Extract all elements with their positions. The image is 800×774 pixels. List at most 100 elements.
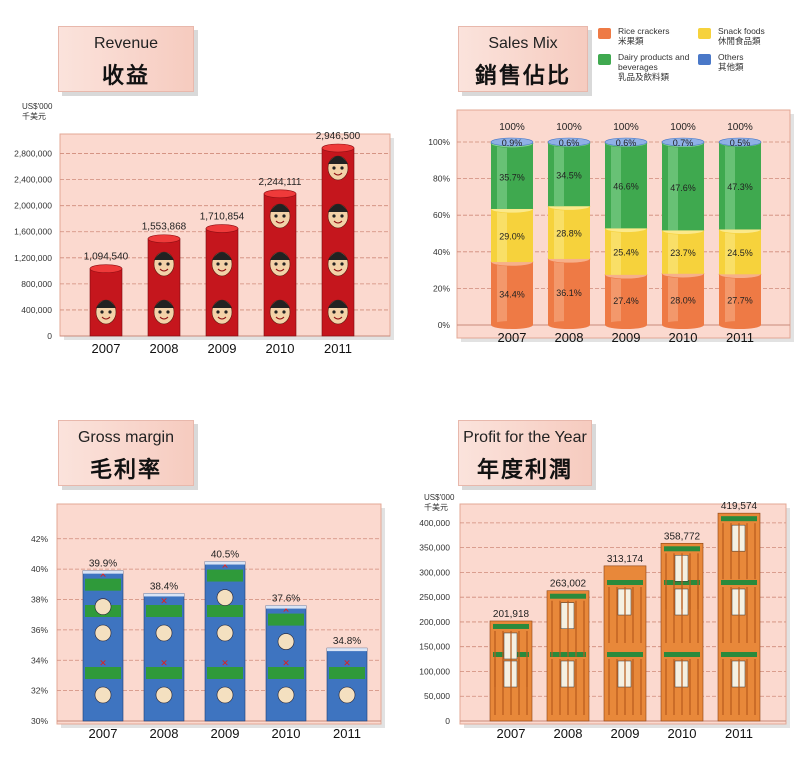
gross-margin-pack-label — [207, 667, 243, 679]
sales-mix-ytick-label: 0% — [438, 320, 451, 330]
profit-title-en: Profit for the Year — [463, 429, 587, 446]
sales-mix-total-label: 100% — [499, 122, 525, 133]
profit-xtick-label: 2011 — [725, 726, 753, 741]
revenue-jar-eye — [282, 262, 286, 266]
legend-label-rice-crackers-en: Rice crackers — [618, 26, 670, 36]
sales-mix-bar-bottom — [548, 321, 590, 329]
revenue-ytick-label: 800,000 — [21, 279, 52, 289]
gross-margin-title-zh: 毛利率 — [89, 457, 162, 482]
gross-margin-bar-top — [83, 570, 123, 574]
revenue-jar-eye — [224, 262, 228, 266]
revenue-jar-eye — [332, 166, 336, 170]
sales-mix-segment-highlight — [668, 230, 678, 274]
revenue-jar-eye — [340, 310, 344, 314]
revenue-ytick-label: 400,000 — [21, 305, 52, 315]
revenue-jar-eye — [166, 262, 170, 266]
revenue-value-label: 2,244,111 — [258, 177, 301, 188]
profit-bag-band — [607, 580, 643, 585]
gross-margin-pack-face — [216, 589, 234, 606]
sales-mix-segment-label: 0.7% — [673, 138, 694, 148]
gross-margin-pack-label — [207, 605, 243, 617]
sales-mix-ytick-label: 20% — [433, 283, 450, 293]
profit-ytick-label: 400,000 — [419, 518, 450, 528]
sales-mix-segment-highlight — [611, 274, 621, 325]
profit-title-zh: 年度利潤 — [476, 457, 573, 482]
revenue-jar-mouth — [333, 268, 343, 272]
revenue-jar-eye — [274, 214, 278, 218]
gross-margin-pack-face — [277, 633, 295, 650]
gross-margin-xtick-label: 2011 — [333, 726, 361, 741]
revenue-jar-eye — [158, 262, 162, 266]
legend-item-rice-crackers: Rice crackers 米果類 — [618, 26, 669, 46]
revenue-jar-eye — [332, 214, 336, 218]
gross-margin-ytick-label: 40% — [31, 564, 48, 574]
sales-mix-xtick-label: 2010 — [669, 330, 698, 345]
gross-margin-xtick-label: 2010 — [272, 726, 301, 741]
revenue-ytick-label: 1,200,000 — [14, 253, 52, 263]
gross-margin-bar-top — [144, 593, 184, 597]
revenue-jar-eye — [340, 262, 344, 266]
gross-margin-pack-face — [277, 686, 295, 704]
sales-mix-xtick-label: 2009 — [612, 330, 641, 345]
sales-mix-ytick-label: 100% — [428, 137, 450, 147]
gross-margin-ytick-label: 38% — [31, 595, 48, 605]
revenue-jar-mouth — [275, 316, 285, 320]
sales-mix-segment-highlight — [554, 258, 564, 325]
profit-bag-band — [493, 623, 529, 629]
revenue-value-label: 1,553,868 — [142, 222, 187, 233]
gross-margin-pack-label — [329, 667, 365, 679]
profit-bag-band — [721, 652, 757, 657]
revenue-jar-hair — [328, 156, 348, 164]
profit-value-label: 358,772 — [664, 531, 701, 542]
profit-ytick-label: 350,000 — [419, 543, 450, 553]
sales-mix-ytick-label: 40% — [433, 247, 450, 257]
gross-margin-title-en: Gross margin — [77, 429, 175, 446]
profit-title-box: Profit for the Year 年度利潤 — [458, 420, 592, 486]
revenue-jar-eye — [224, 310, 228, 314]
gross-margin-pack-label — [146, 605, 182, 617]
legend-swatch-others — [698, 54, 711, 65]
revenue-jar-hair — [270, 252, 290, 260]
revenue-ytick-label: 2,400,000 — [14, 175, 52, 185]
profit-xtick-label: 2008 — [554, 726, 583, 741]
sales-mix-segment-label: 47.6% — [670, 183, 696, 193]
profit-bag-band — [664, 546, 700, 552]
sales-mix-segment-label: 0.5% — [730, 138, 751, 148]
sales-mix-segment-top — [547, 137, 591, 147]
gross-margin-ytick-label: 42% — [31, 534, 48, 544]
gross-margin-pack-logo: ✕ — [160, 596, 168, 606]
revenue-bar-lid — [147, 234, 181, 244]
gross-margin-ytick-label: 32% — [31, 686, 48, 696]
gross-margin-ytick-label: 30% — [31, 716, 48, 726]
legend-swatch-rice-crackers — [598, 28, 611, 39]
profit-xtick-label: 2010 — [668, 726, 697, 741]
gross-margin-pack-label — [207, 569, 243, 582]
profit-value-label: 263,002 — [550, 579, 587, 590]
sales-mix-segment-label: 29.0% — [499, 232, 525, 242]
gross-margin-pack-label — [268, 613, 304, 626]
sales-mix-segment-top — [661, 137, 705, 147]
sales-mix-segment-label: 28.8% — [556, 229, 582, 239]
sales-mix-segment-label: 46.6% — [613, 182, 639, 192]
profit-bag-band — [721, 516, 757, 522]
legend-label-snack-foods-en: Snack foods — [718, 26, 765, 36]
revenue-jar-mouth — [159, 316, 169, 320]
sales-mix-segment-label: 0.6% — [616, 138, 637, 148]
sales-mix-segment-label: 36.1% — [556, 288, 582, 298]
revenue-jar-mouth — [275, 220, 285, 224]
sales-mix-segment-top — [490, 137, 534, 147]
profit-unit-zh: 千美元 — [424, 503, 448, 512]
sales-mix-segment-highlight — [668, 143, 678, 231]
legend-item-snack-foods: Snack foods 休閒食品類 — [718, 26, 765, 46]
gross-margin-value-label: 39.9% — [89, 559, 117, 570]
revenue-jar-eye — [166, 310, 170, 314]
sales-mix-segment-label: 0.6% — [559, 138, 580, 148]
legend-label-rice-crackers-zh: 米果類 — [618, 36, 644, 46]
gross-margin-ytick-label: 34% — [31, 655, 48, 665]
legend-label-dairy-en: Dairy products and beverages — [618, 52, 690, 72]
gross-margin-pack-face — [338, 686, 356, 704]
profit-ytick-label: 50,000 — [424, 691, 450, 701]
profit-value-label: 419,574 — [721, 501, 758, 512]
revenue-jar-mouth — [333, 172, 343, 176]
sales-mix-segment-label: 25.4% — [613, 248, 639, 258]
